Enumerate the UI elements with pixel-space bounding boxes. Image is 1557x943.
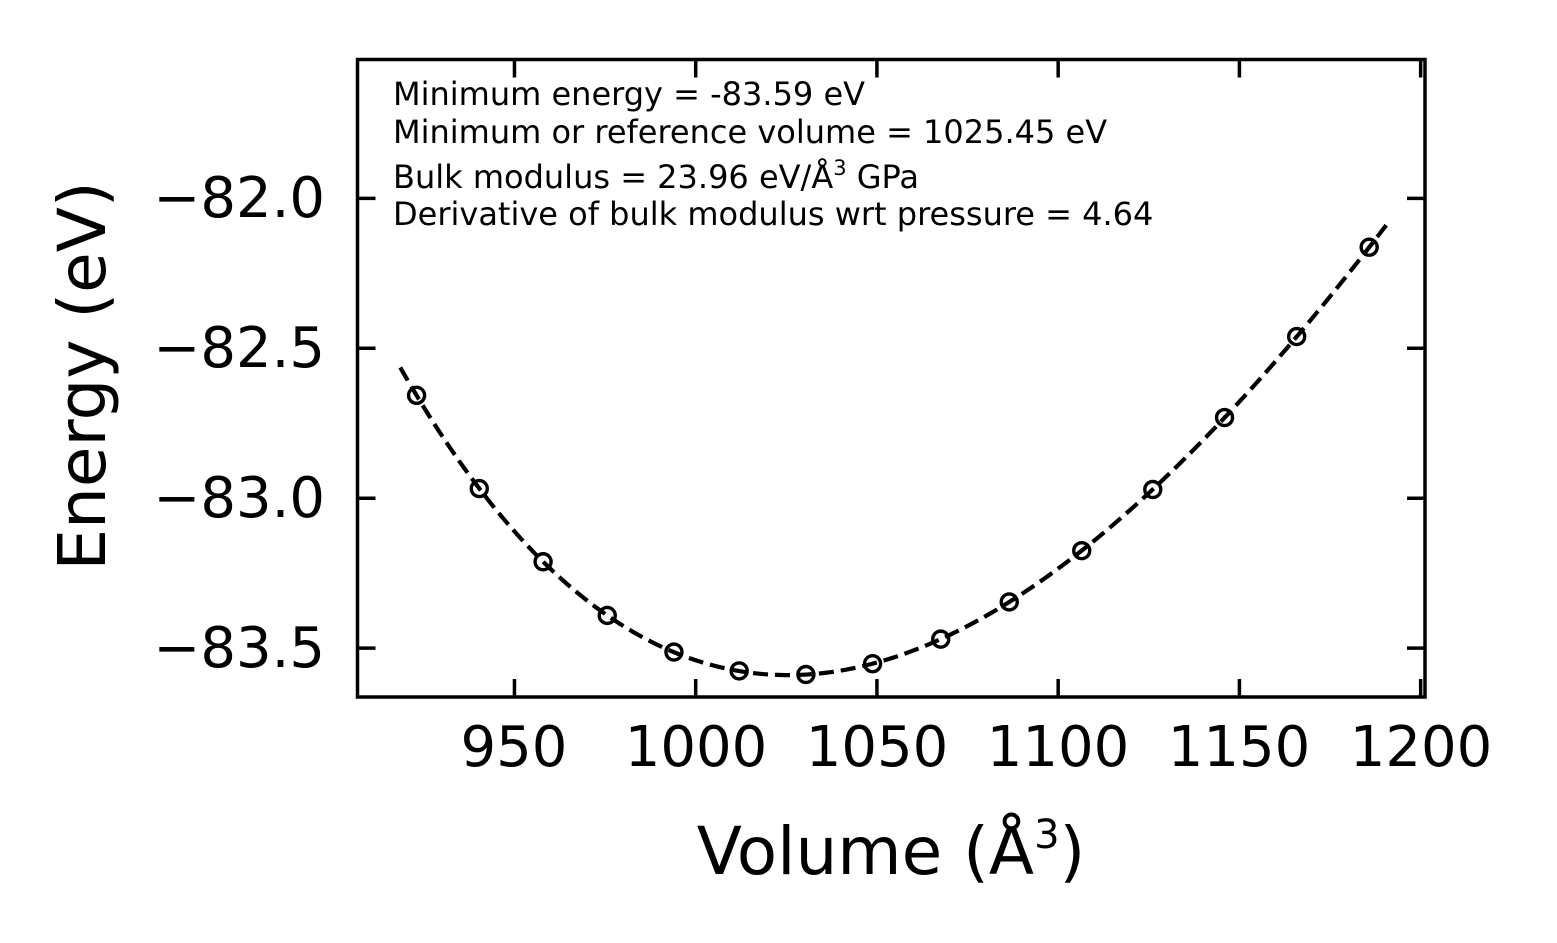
x-axis-label: Volume (Å3) (697, 815, 1086, 885)
fit-curve (398, 223, 1388, 678)
x-axis-label-close: ) (1059, 813, 1086, 890)
data-point-marker (597, 605, 617, 626)
data-point-marker (1286, 326, 1307, 347)
x-tick-label-1100: 1100 (986, 715, 1130, 780)
x-axis-label-sup: 3 (1034, 812, 1060, 858)
y-tick-label--83.5: −83.5 (153, 616, 325, 681)
axes-frame (355, 57, 1427, 699)
data-point-marker (999, 592, 1019, 612)
y-tick-label--82.5: −82.5 (153, 316, 325, 381)
x-tick-label-950: 950 (460, 715, 568, 780)
data-point-marker (796, 664, 816, 685)
x-tick-label-1200: 1200 (1349, 715, 1493, 780)
annotation-bulk-modulus-sup: 3 (833, 156, 847, 180)
data-point-marker (664, 642, 684, 662)
data-point-marker (406, 385, 427, 406)
data-point-marker (931, 629, 951, 649)
data-point-marker (533, 552, 553, 572)
y-tick-label--82.0: −82.0 (153, 166, 325, 231)
y-axis-label: Energy (eV) (44, 181, 121, 571)
annotation-minimum-energy: Minimum energy = -83.59 eV (393, 75, 866, 113)
data-point-marker (1143, 479, 1163, 500)
data-point-marker (862, 654, 883, 674)
x-tick-label-1000: 1000 (624, 715, 768, 780)
data-point-marker (729, 661, 749, 681)
y-tick-label--83.0: −83.0 (153, 466, 325, 531)
data-point-marker (1214, 407, 1235, 428)
data-point-marker (469, 478, 489, 499)
data-point-marker (1072, 540, 1092, 561)
x-axis-label-main: Volume (Å (696, 813, 1035, 890)
annotation-bulk-modulus-post: GPa (846, 158, 920, 196)
annotation-bulk-modulus-pre: Bulk modulus = 23.96 eV/Å (393, 158, 834, 196)
x-tick-label-1050: 1050 (805, 715, 949, 780)
annotation-reference-volume: Minimum or reference volume = 1025.45 eV (393, 113, 1108, 151)
annotation-bulk-modulus-derivative: Derivative of bulk modulus wrt pressure … (393, 195, 1154, 233)
data-point-marker (1359, 237, 1379, 257)
annotation-bulk-modulus: Bulk modulus = 23.96 eV/Å3 GPa (393, 156, 920, 197)
x-tick-label-1150: 1150 (1167, 715, 1311, 780)
